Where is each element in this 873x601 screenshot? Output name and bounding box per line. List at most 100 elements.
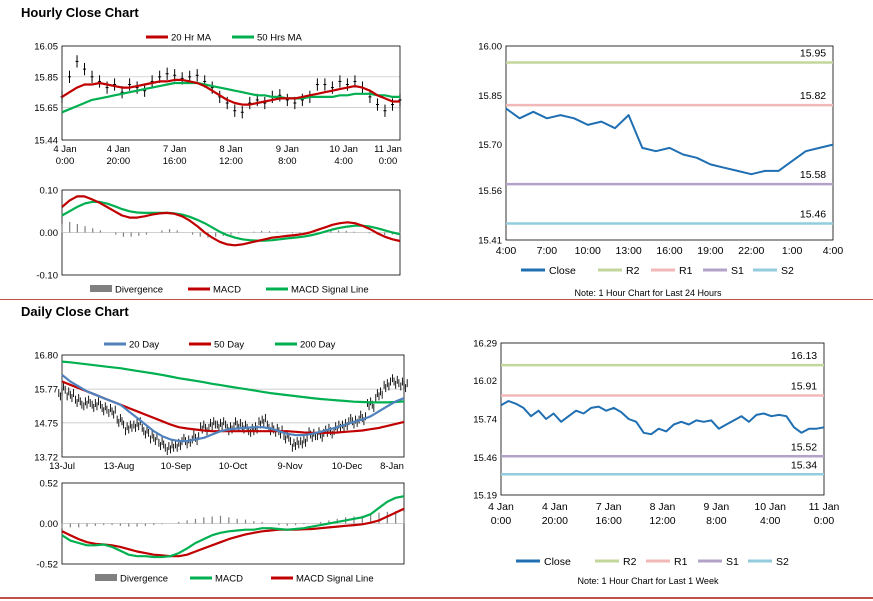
close-line	[500, 400, 825, 436]
y-tick-label: 16.02	[473, 376, 497, 387]
y-tick-label: 0.52	[40, 479, 59, 490]
level-label-r2: 16.13	[791, 350, 817, 362]
hourly-section-title: Hourly Close Chart	[21, 5, 139, 20]
daily-section-title: Daily Close Chart	[21, 304, 129, 319]
y-tick-label: 0.00	[40, 228, 59, 239]
close-line	[505, 107, 834, 176]
y-tick-label: 0.00	[40, 519, 59, 530]
x-tick-label: 1:00	[782, 245, 803, 257]
legend-200day-label: 200 Day	[300, 340, 336, 351]
legend-close-label: Close	[549, 265, 576, 277]
x-tick-label: 4 Jan	[488, 501, 514, 513]
legend-macd-label: MACD	[213, 285, 241, 296]
legend-macd-label: MACD	[215, 574, 243, 585]
x-tick-label: 9 Jan	[703, 501, 729, 513]
x-tick-label: 4:00	[496, 245, 517, 257]
y-tick-label: 0.10	[40, 186, 59, 197]
y-tick-label: -0.10	[36, 271, 58, 282]
x-tick-label: 8 Jan	[650, 501, 676, 513]
legend-20day-label: 20 Day	[129, 340, 159, 351]
x-tick-label: 8:00	[706, 515, 727, 527]
level-label-s2: 15.34	[791, 459, 817, 471]
y-tick-label: 15.85	[34, 72, 58, 83]
x-tick-label: 11 Jan	[374, 144, 402, 155]
ma50-line	[61, 81, 400, 114]
level-label-r1: 15.82	[800, 90, 826, 102]
legend-50hr-label: 50 Hrs MA	[257, 33, 303, 44]
x-tick-label: 8:00	[278, 156, 297, 167]
x-tick-label: 16:00	[596, 515, 622, 527]
y-tick-label: 15.70	[478, 140, 502, 151]
x-tick-label: 9 Jan	[276, 144, 299, 155]
legend-divergence-swatch	[90, 285, 112, 292]
x-tick-label: 10-Dec	[332, 461, 363, 472]
x-tick-label: 13:00	[615, 245, 641, 257]
legend-signal-label: MACD Signal Line	[296, 574, 374, 585]
y-tick-label: 15.19	[473, 491, 497, 502]
section-divider	[0, 299, 873, 300]
legend-signal-label: MACD Signal Line	[291, 285, 369, 296]
x-tick-label: 12:00	[219, 156, 243, 167]
legend-divergence-swatch	[95, 574, 117, 581]
x-tick-label: 8-Jan	[380, 461, 404, 472]
level-label-r2: 15.95	[800, 47, 826, 59]
y-tick-label: 15.41	[478, 236, 502, 247]
legend-s2-label: S2	[776, 556, 789, 568]
y-tick-label: 13.72	[34, 453, 58, 464]
y-tick-label: -0.52	[36, 560, 58, 571]
legend-s2-label: S2	[781, 265, 794, 277]
x-tick-label: 7 Jan	[596, 501, 622, 513]
y-tick-label: 16.29	[473, 339, 497, 350]
x-tick-label: 0:00	[814, 515, 835, 527]
y-tick-label: 15.56	[478, 186, 502, 197]
legend-s1-label: S1	[731, 265, 744, 277]
level-label-s1: 15.52	[791, 441, 817, 453]
plot-frame	[61, 45, 401, 141]
legend-close-label: Close	[544, 556, 571, 568]
x-tick-label: 13-Aug	[104, 461, 135, 472]
y-tick-label: 15.85	[478, 91, 502, 102]
signal-line	[61, 200, 401, 242]
chart-note: Note: 1 Hour Chart for Last 1 Week	[578, 576, 719, 586]
x-tick-label: 10-Sep	[161, 461, 192, 472]
legend-divergence-label: Divergence	[115, 285, 163, 296]
x-tick-label: 4 Jan	[107, 144, 130, 155]
macd-line	[61, 495, 405, 559]
x-tick-label: 16:00	[163, 156, 187, 167]
x-tick-label: 7 Jan	[163, 144, 186, 155]
level-label-s1: 15.58	[800, 169, 826, 181]
legend-r1-label: R1	[674, 556, 688, 568]
plot-frame	[61, 354, 405, 458]
legend-r2-label: R2	[626, 265, 640, 277]
y-tick-label: 16.00	[478, 42, 502, 53]
x-tick-label: 0:00	[56, 156, 75, 167]
x-tick-label: 8 Jan	[219, 144, 242, 155]
x-tick-label: 7:00	[537, 245, 558, 257]
y-tick-label: 15.46	[473, 453, 497, 464]
x-tick-label: 13-Jul	[49, 461, 75, 472]
legend-divergence-label: Divergence	[120, 574, 168, 585]
ma200-line	[61, 360, 405, 404]
x-tick-label: 0:00	[491, 515, 512, 527]
x-tick-label: 0:00	[379, 156, 398, 167]
x-tick-label: 19:00	[697, 245, 723, 257]
bottom-divider	[0, 597, 873, 599]
plot-frame	[505, 45, 834, 241]
legend-50day-label: 50 Day	[214, 340, 244, 351]
y-tick-label: 15.44	[34, 136, 58, 147]
x-tick-label: 4:00	[823, 245, 844, 257]
chart-note: Note: 1 Hour Chart for Last 24 Hours	[574, 288, 722, 298]
legend-r2-label: R2	[623, 556, 637, 568]
x-tick-label: 4 Jan	[542, 501, 568, 513]
x-tick-label: 20:00	[106, 156, 130, 167]
ma20-line	[61, 78, 400, 106]
y-tick-label: 16.05	[34, 42, 58, 53]
x-tick-label: 10 Jan	[754, 501, 786, 513]
plot-frame	[500, 342, 825, 496]
x-tick-label: 4:00	[334, 156, 353, 167]
x-tick-label: 10-Oct	[219, 461, 248, 472]
y-tick-label: 15.77	[34, 385, 58, 396]
y-tick-label: 14.75	[34, 418, 58, 429]
x-tick-label: 4 Jan	[53, 144, 76, 155]
